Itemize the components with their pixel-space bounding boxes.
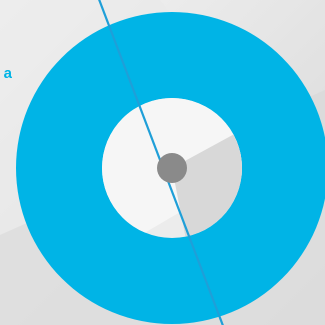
partial-label: a xyxy=(3,66,12,81)
center-hub-icon xyxy=(157,153,187,183)
